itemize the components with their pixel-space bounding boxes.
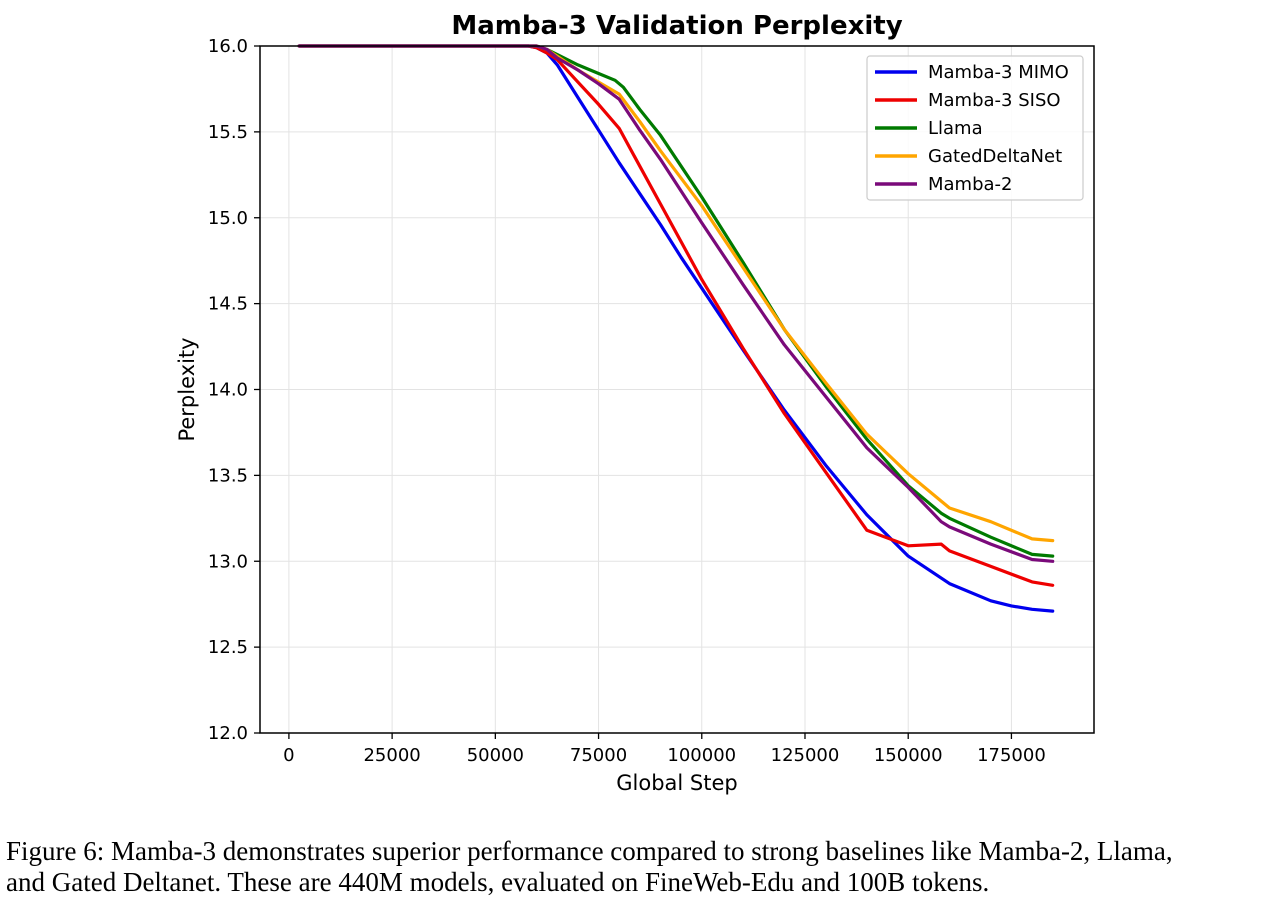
x-axis-label: Global Step bbox=[616, 771, 737, 795]
legend-entry: Mamba-3 SISO bbox=[928, 90, 1061, 111]
figure-caption: Figure 6: Mamba-3 demonstrates superior … bbox=[6, 836, 1264, 898]
y-axis-label: Perplexity bbox=[175, 337, 199, 441]
legend-entry: Mamba-3 MIMO bbox=[928, 62, 1069, 83]
series-line-mamba-2 bbox=[297, 44, 1055, 563]
y-tick-label: 13.5 bbox=[208, 465, 248, 486]
x-tick-label: 125000 bbox=[771, 745, 840, 766]
x-tick-label: 50000 bbox=[467, 745, 524, 766]
legend-entry: Mamba-2 bbox=[928, 174, 1013, 195]
line-chart: 0 25000 50000 75000 100000 125000 150000 175000… bbox=[175, 11, 1095, 795]
y-tick-label: 15.0 bbox=[208, 208, 248, 229]
series-line-mamba-3-mimo bbox=[297, 44, 1055, 613]
x-tick-label: 25000 bbox=[363, 745, 420, 766]
x-tick-label: 175000 bbox=[977, 745, 1046, 766]
x-tick-label: 100000 bbox=[667, 745, 736, 766]
y-tick-label: 14.0 bbox=[208, 380, 248, 401]
legend-entry: Llama bbox=[928, 118, 983, 139]
y-tick-label: 12.0 bbox=[208, 723, 248, 744]
legend-entry: GatedDeltaNet bbox=[928, 146, 1062, 167]
chart: 0 25000 50000 75000 100000 125000 150000 175000… bbox=[175, 11, 1095, 795]
ticks: 0 25000 50000 75000 100000 125000 150000 175000… bbox=[208, 36, 1046, 766]
legend-box bbox=[866, 55, 1084, 201]
x-tick-label: 75000 bbox=[570, 745, 627, 766]
y-tick-label: 12.5 bbox=[208, 637, 248, 658]
y-tick-label: 14.5 bbox=[208, 294, 248, 315]
y-tick-label: 15.5 bbox=[208, 122, 248, 143]
y-tick-label: 13.0 bbox=[208, 551, 248, 572]
x-tick-label: 0 bbox=[283, 745, 294, 766]
caption-line-1: Figure 6: Mamba-3 demonstrates superior … bbox=[6, 836, 1173, 866]
chart-title: Mamba-3 Validation Perplexity bbox=[451, 11, 902, 41]
caption-line-2: and Gated Deltanet. These are 440M model… bbox=[6, 867, 990, 897]
y-tick-label: 16.0 bbox=[208, 36, 248, 57]
legend: Mamba-3 MIMO Mamba-3 SISO Llama GatedDeltaN… bbox=[866, 55, 1084, 201]
series-lines bbox=[297, 44, 1055, 613]
x-tick-label: 150000 bbox=[874, 745, 943, 766]
series-line-mamba-3-siso bbox=[297, 44, 1055, 587]
series-line-llama bbox=[297, 44, 1055, 558]
